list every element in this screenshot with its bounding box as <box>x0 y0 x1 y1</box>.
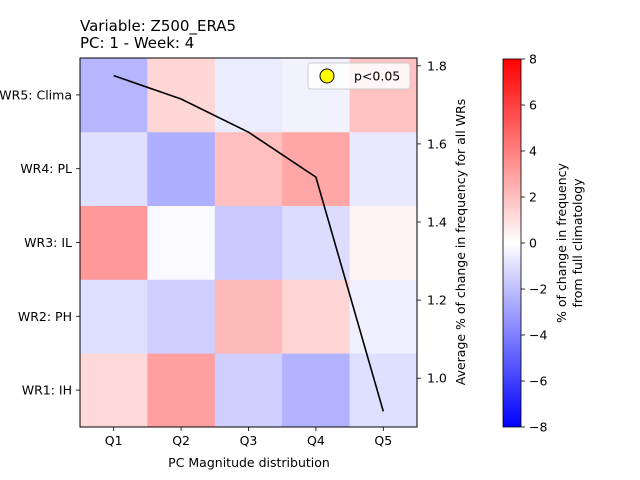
heatmap-cell <box>147 279 216 354</box>
colorbar-label-line-1: % of change in frequency <box>554 162 569 323</box>
heatmap-cell <box>80 131 148 206</box>
colorbar-tick-label: −8 <box>529 420 547 435</box>
heatmap-cell <box>214 205 283 280</box>
heatmap-cell <box>214 131 283 206</box>
right-y-tick-label: 1.8 <box>427 58 447 73</box>
x-axis: Q1 Q2 Q3 Q4 Q5 <box>105 427 392 448</box>
heatmap-cells <box>80 58 418 428</box>
heatmap-cell <box>214 279 283 354</box>
colorbar-tick-label: 0 <box>529 236 537 251</box>
colorbar-tick-label: 8 <box>529 52 537 67</box>
heatmap-cell <box>282 353 350 428</box>
heatmap-cell <box>147 58 216 133</box>
x-tick-label: Q3 <box>240 433 258 448</box>
y-axis-left: WR1: IH WR2: PH WR3: IL WR4: PL WR5: Clima <box>0 87 80 398</box>
heatmap-cell <box>349 279 418 354</box>
heatmap-cell <box>80 58 148 133</box>
right-y-tick-label: 1.0 <box>427 371 447 386</box>
y-axis-right: 1.0 1.2 1.4 1.6 1.8 <box>417 58 447 386</box>
y-tick-label: WR5: Clima <box>0 87 72 102</box>
heatmap-cell <box>349 205 418 280</box>
right-y-tick-label: 1.4 <box>427 215 447 230</box>
colorbar-tick-label: 2 <box>529 190 537 205</box>
colorbar-tick-label: 4 <box>529 144 537 159</box>
legend-box <box>307 62 411 90</box>
heatmap-cell <box>214 58 283 133</box>
trend-line-layer <box>113 74 385 412</box>
y-tick-label: WR4: PL <box>20 161 72 176</box>
y-tick-label: WR2: PH <box>18 309 72 324</box>
colorbar-tick-label: −2 <box>529 282 547 297</box>
heatmap-cell <box>80 205 148 280</box>
legend-label: p<0.05 <box>354 69 400 84</box>
heatmap-cell <box>214 353 283 428</box>
heatmap-cell <box>349 131 418 206</box>
x-tick-label: Q5 <box>374 433 392 448</box>
trend-line <box>113 74 385 412</box>
legend-marker <box>319 68 335 84</box>
colorbar <box>502 58 522 428</box>
title-line-1: Variable: Z500_ERA5 <box>80 17 236 36</box>
heatmap-cell <box>147 353 216 428</box>
heatmap-cell <box>282 279 350 354</box>
heatmap-cell <box>349 353 418 428</box>
x-tick-label: Q2 <box>172 433 190 448</box>
heatmap-cell <box>80 279 148 354</box>
heatmap-cell <box>282 205 350 280</box>
colorbar-tick-label: 6 <box>529 98 537 113</box>
colorbar-ticks: −8 −6 −4 −2 0 2 4 6 8 <box>521 52 547 435</box>
right-y-tick-label: 1.2 <box>427 293 447 308</box>
y-tick-label: WR1: IH <box>22 383 72 398</box>
y-tick-label: WR3: IL <box>24 235 72 250</box>
heatmap-cell <box>80 353 148 428</box>
x-axis-label: PC Magnitude distribution <box>168 455 330 470</box>
heatmap-cell <box>147 205 216 280</box>
colorbar-label-line-2: from full climatology <box>570 178 585 308</box>
heatmap-cell <box>282 131 350 206</box>
right-y-tick-label: 1.6 <box>427 136 447 151</box>
colorbar-tick-label: −4 <box>529 328 547 343</box>
x-tick-label: Q4 <box>307 433 325 448</box>
right-y-axis-label: Average % of change in frequency for all… <box>453 99 468 386</box>
legend: p<0.05 <box>307 62 411 90</box>
title-line-2: PC: 1 - Week: 4 <box>80 34 194 52</box>
heatmap-cell <box>147 131 216 206</box>
x-tick-label: Q1 <box>105 433 123 448</box>
colorbar-tick-label: −6 <box>529 374 547 389</box>
